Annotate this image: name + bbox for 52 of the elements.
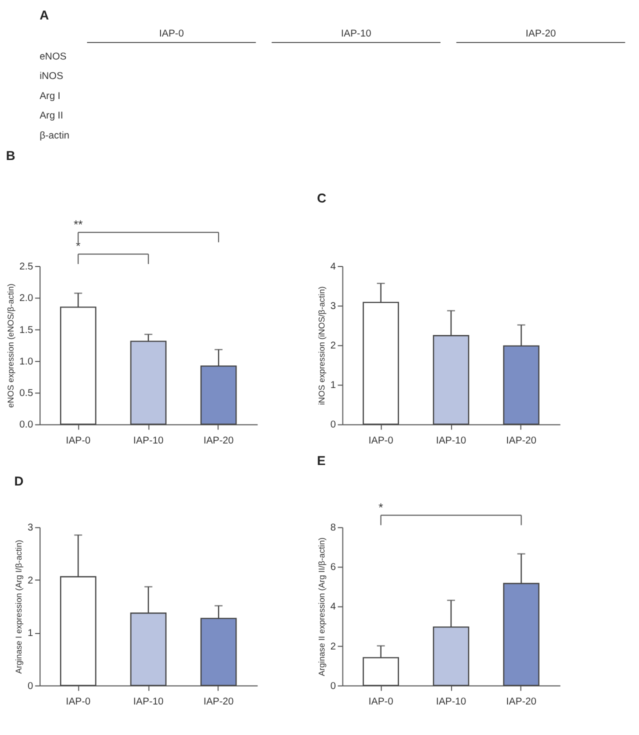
y-tick-label: 0.5 bbox=[19, 388, 34, 400]
y-tick-label: 0 bbox=[28, 680, 34, 692]
chart-title: E bbox=[316, 452, 326, 468]
text: * bbox=[378, 500, 384, 514]
text: Arg I bbox=[40, 90, 60, 102]
text: Arg II bbox=[40, 110, 64, 122]
y-axis-title: iNOS expression (iNOS/β-actin) bbox=[316, 286, 326, 405]
y-axis-title: Arginase I expression (Arg I/β-actin) bbox=[14, 540, 24, 674]
y-tick-label: 3 bbox=[28, 522, 34, 534]
y-tick-label: 2 bbox=[330, 641, 336, 652]
category-label: IAP-0 bbox=[159, 28, 184, 40]
category-label: IAP-10 bbox=[340, 28, 372, 40]
x-tick-label: IAP-0 bbox=[66, 436, 92, 447]
y-tick-label: 1.5 bbox=[19, 324, 34, 336]
x-tick-label: IAP-20 bbox=[506, 436, 537, 447]
chart-title: B bbox=[6, 148, 16, 164]
text: β-actin bbox=[40, 130, 70, 142]
text: iNOS bbox=[40, 71, 64, 82]
y-tick-label: 4 bbox=[330, 602, 336, 613]
y-tick-label: 8 bbox=[330, 522, 336, 534]
x-tick-label: IAP-20 bbox=[203, 436, 234, 447]
x-tick-label: IAP-10 bbox=[133, 436, 164, 447]
text: * bbox=[76, 239, 81, 254]
y-tick-label: 2 bbox=[28, 575, 34, 586]
y-tick-label: 0.0 bbox=[19, 420, 34, 431]
y-axis-title: eNOS expression (eNOS/β-actin) bbox=[5, 283, 16, 408]
x-tick-label: IAP-10 bbox=[133, 696, 164, 708]
y-tick-label: 1.0 bbox=[19, 356, 34, 368]
y-tick-label: 0 bbox=[330, 420, 336, 431]
x-tick-label: IAP-0 bbox=[368, 436, 394, 447]
y-tick-label: 1 bbox=[330, 380, 336, 392]
y-tick-label: 1 bbox=[28, 628, 34, 640]
y-tick-label: 2.0 bbox=[19, 293, 34, 304]
x-tick-label: IAP-10 bbox=[436, 436, 467, 447]
y-axis-title: Arginase II expression (Arg II/β-actin) bbox=[316, 537, 326, 676]
x-tick-label: IAP-0 bbox=[368, 696, 394, 708]
x-tick-label: IAP-20 bbox=[506, 696, 537, 708]
text: A bbox=[40, 8, 49, 23]
y-tick-label: 3 bbox=[330, 301, 336, 312]
x-tick-label: IAP-20 bbox=[203, 696, 234, 708]
y-tick-label: 2 bbox=[330, 340, 336, 352]
text: ** bbox=[74, 217, 84, 232]
y-tick-label: 4 bbox=[330, 261, 336, 272]
y-tick-label: 0 bbox=[330, 680, 336, 692]
text: eNOS bbox=[40, 51, 67, 62]
category-label: IAP-20 bbox=[526, 28, 556, 40]
chart-title: C bbox=[316, 190, 326, 206]
chart-title: D bbox=[14, 474, 24, 489]
x-tick-label: IAP-10 bbox=[436, 696, 467, 708]
y-tick-label: 2.5 bbox=[19, 261, 34, 272]
y-tick-label: 6 bbox=[330, 562, 336, 574]
x-tick-label: IAP-0 bbox=[66, 696, 92, 708]
